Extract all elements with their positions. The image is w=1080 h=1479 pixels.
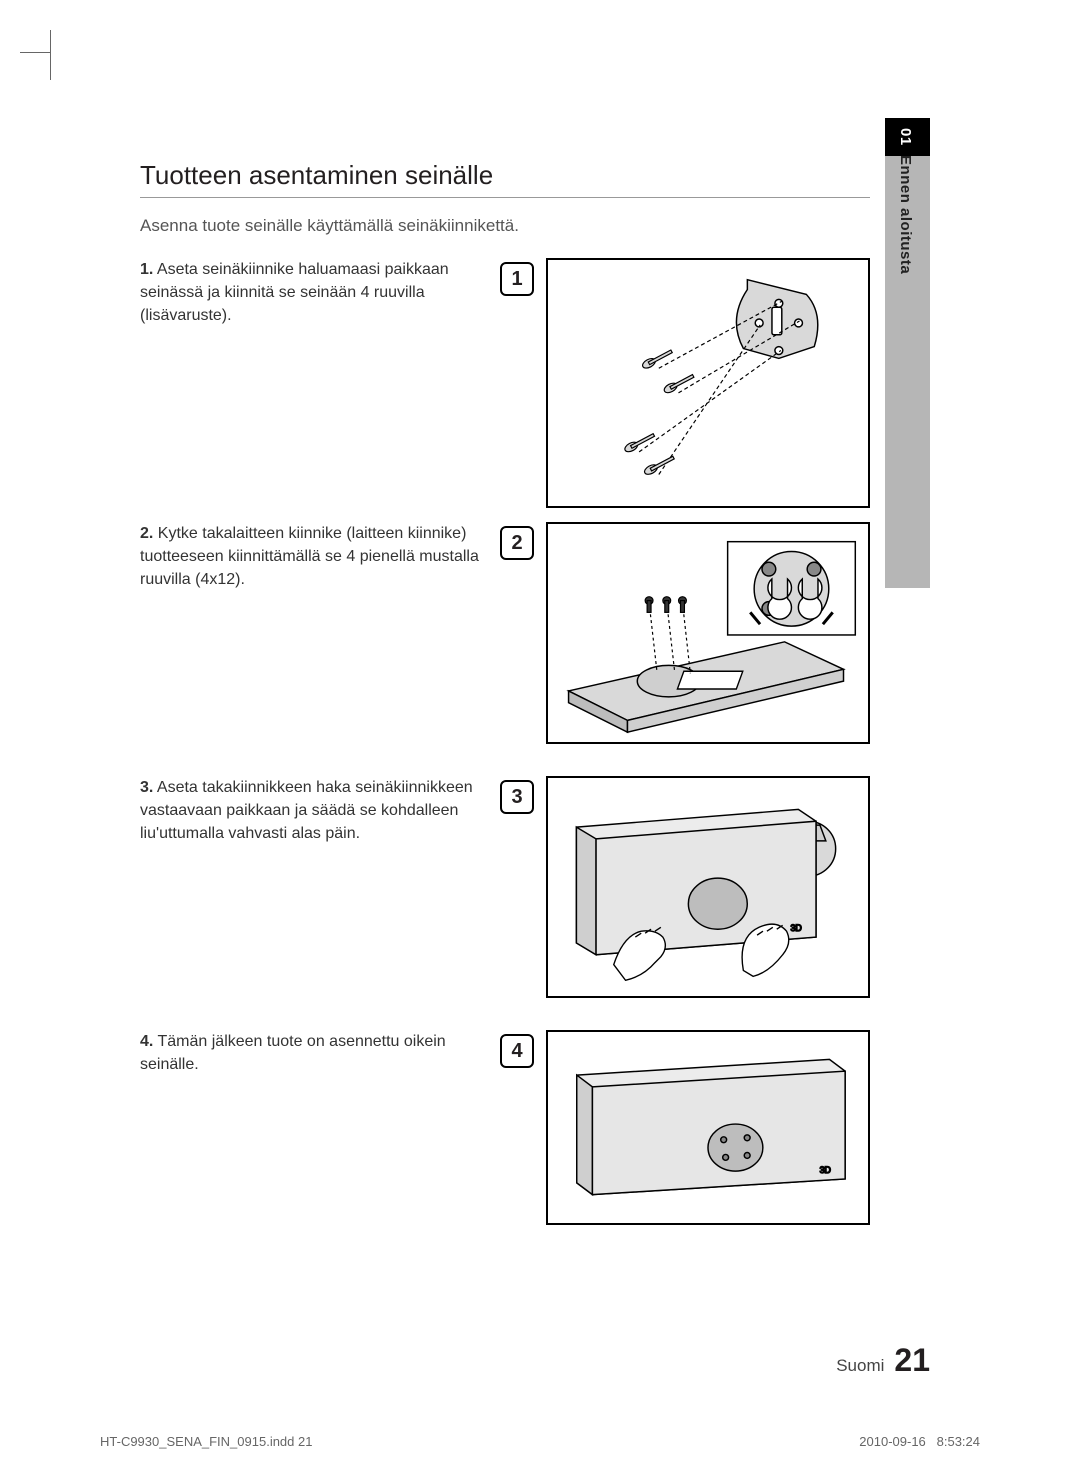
svg-text:3D: 3D [790,923,801,933]
step-text: 3. Aseta takakiinnikkeen haka seinäkiinn… [140,776,500,846]
figure-rear-bracket [546,522,870,744]
step-text: 4. Tämän jälkeen tuote on asennettu oike… [140,1030,500,1076]
step-text: 1. Aseta seinäkiinnike haluamaasi paikka… [140,258,500,328]
print-datetime: 2010-09-16 8:53:24 [859,1434,980,1449]
step-number-badge: 4 [500,1034,534,1068]
step-number-badge: 2 [500,526,534,560]
figure-wall-bracket [546,258,870,508]
step-text: 2. Kytke takalaitteen kiinnike (laitteen… [140,522,500,592]
figure-mounting: 3D [546,776,870,998]
footer-page-number: 21 [894,1342,930,1379]
section-tab: 01 Ennen aloitusta [885,118,930,588]
section-tab-label: 01 Ennen aloitusta [897,128,914,274]
figure-installed: 3D [546,1030,870,1225]
step-number-badge: 3 [500,780,534,814]
print-metadata: HT-C9930_SENA_FIN_0915.indd 21 2010-09-1… [100,1434,980,1449]
step-number-badge: 1 [500,262,534,296]
step-row: 2. Kytke takalaitteen kiinnike (laitteen… [140,522,870,762]
step-row: 4. Tämän jälkeen tuote on asennettu oike… [140,1030,870,1230]
print-file: HT-C9930_SENA_FIN_0915.indd 21 [100,1434,312,1449]
page-content: Tuotteen asentaminen seinälle Asenna tuo… [140,160,870,1244]
step-row: 1. Aseta seinäkiinnike haluamaasi paikka… [140,258,870,508]
svg-text:3D: 3D [820,1165,831,1175]
page-title: Tuotteen asentaminen seinälle [140,160,870,198]
intro-text: Asenna tuote seinälle käyttämällä seinäk… [140,216,870,236]
page-footer: Suomi 21 [140,1342,930,1379]
step-row: 3. Aseta takakiinnikkeen haka seinäkiinn… [140,776,870,1016]
footer-language: Suomi [836,1356,884,1376]
